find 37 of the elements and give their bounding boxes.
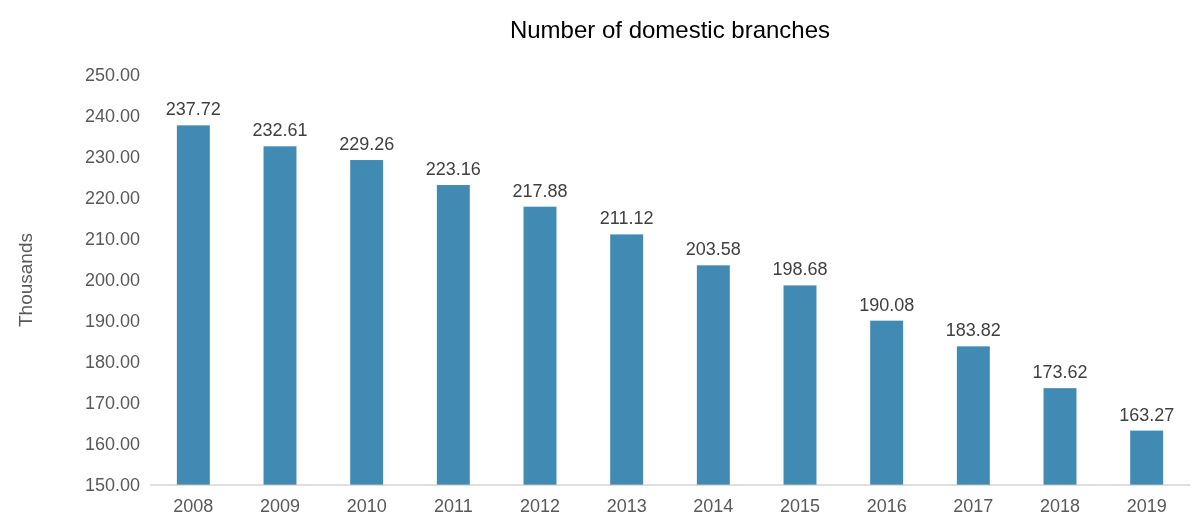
y-tick-label: 210.00 [84,229,140,250]
y-tick-label: 220.00 [84,188,140,209]
x-tick-label: 2010 [346,496,387,516]
data-label: 232.61 [252,120,308,141]
data-label: 229.26 [339,134,395,155]
y-tick-label: 240.00 [84,106,140,127]
data-label: 190.08 [859,294,915,315]
x-tick-label: 2019 [1126,496,1167,516]
x-tick-label: 2009 [259,496,301,516]
data-label: 198.68 [772,259,828,280]
x-tick-label: 2016 [866,496,907,516]
x-tick-label: 2017 [953,496,994,516]
data-label: 237.72 [165,99,221,120]
data-label: 203.58 [685,239,741,260]
x-tick-label: 2011 [433,496,473,516]
y-tick-label: 170.00 [84,393,140,414]
x-tick-label: 2008 [173,496,214,516]
x-tick-label: 2012 [519,496,561,516]
y-tick-label: 200.00 [84,270,140,291]
y-tick-label: 230.00 [84,147,140,168]
x-tick-label: 2018 [1039,496,1081,516]
y-tick-label: 250.00 [84,65,140,86]
data-label: 211.12 [599,208,654,229]
y-tick-label: 160.00 [84,434,140,455]
data-label: 163.27 [1119,404,1175,425]
data-label: 223.16 [425,159,481,180]
y-tick-label: 190.00 [84,311,140,332]
x-tick-label: 2015 [779,496,821,516]
chart-title: Number of domestic branches [509,16,831,43]
y-tick-label: 180.00 [84,352,140,373]
data-label: 217.88 [512,180,568,201]
data-label: 173.62 [1032,362,1088,383]
data-label: 183.82 [945,320,1001,341]
y-tick-label: 150.00 [84,475,140,496]
y-axis-title: Thousands [15,232,36,328]
x-tick-label: 2013 [606,496,647,516]
x-tick-label: 2014 [693,496,734,516]
